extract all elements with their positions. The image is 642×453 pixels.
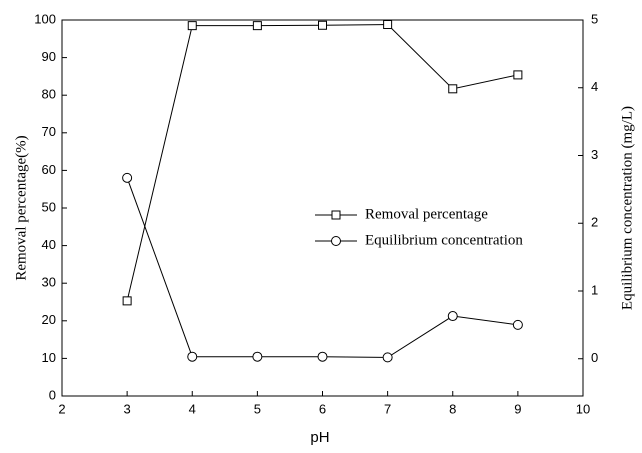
marker: [252, 351, 263, 362]
y-tick-label: 30: [42, 275, 56, 290]
marker: [513, 70, 523, 80]
y-tick-label: 80: [42, 87, 56, 102]
marker: [317, 351, 328, 362]
y-tick-label: 100: [34, 11, 56, 26]
marker: [122, 296, 132, 306]
y-tick-label: 90: [42, 49, 56, 64]
y2-tick-label: 1: [591, 282, 598, 297]
x-tick-label: 9: [514, 401, 521, 416]
y-tick-label: 70: [42, 124, 56, 139]
plot-frame: [61, 19, 584, 397]
x-tick-label: 7: [384, 401, 391, 416]
y-tick-label: 20: [42, 312, 56, 327]
series-line: [126, 24, 518, 301]
legend-marker: [331, 210, 341, 220]
y-tick-label: 40: [42, 237, 56, 252]
marker: [512, 319, 523, 330]
legend-label: Removal percentage: [365, 206, 488, 222]
y2-tick-label: 2: [591, 215, 598, 230]
y2-tick-label: 5: [591, 11, 598, 26]
x-tick-label: 10: [576, 401, 590, 416]
marker: [383, 20, 393, 30]
x-tick-label: 3: [124, 401, 131, 416]
x-tick-label: 6: [319, 401, 326, 416]
y-tick-label: 60: [42, 162, 56, 177]
y-tick-label: 0: [49, 387, 56, 402]
marker: [252, 21, 262, 31]
x-tick-label: 4: [189, 401, 196, 416]
y-tick-label: 50: [42, 199, 56, 214]
marker: [382, 352, 393, 363]
y-axis-label: Removal percentage(%): [13, 135, 29, 280]
legend-label: Equilibrium concentration: [365, 232, 523, 248]
marker: [448, 84, 458, 94]
marker: [187, 351, 198, 362]
y2-tick-label: 4: [591, 79, 598, 94]
y2-axis-label: Equilibrium concentration (mg/L): [619, 106, 635, 310]
series-line: [126, 177, 518, 358]
x-axis-label: pH: [310, 429, 329, 446]
y2-tick-label: 3: [591, 147, 598, 162]
marker: [187, 21, 197, 31]
x-tick-label: 8: [449, 401, 456, 416]
x-tick-label: 2: [58, 401, 65, 416]
marker: [318, 20, 327, 30]
x-tick-label: 5: [254, 401, 261, 416]
legend-marker: [331, 236, 341, 246]
y2-tick-label: 0: [591, 350, 598, 365]
marker: [122, 172, 133, 183]
marker: [447, 311, 458, 322]
y-tick-label: 10: [42, 350, 56, 365]
